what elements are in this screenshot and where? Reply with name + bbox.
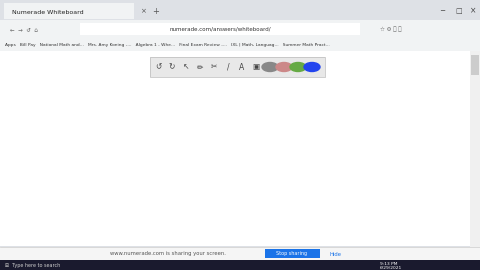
Text: ─: ─ [440,8,444,14]
Text: $2\!\left(10x+9y=-255\right)$: $2\!\left(10x+9y=-255\right)$ [190,66,336,86]
Text: ✂: ✂ [211,62,217,72]
Text: Stop sharing: Stop sharing [276,251,308,256]
Text: /: / [227,62,229,72]
Text: A: A [240,62,245,72]
Text: ✏: ✏ [197,62,203,72]
Text: ↻: ↻ [169,62,175,72]
Text: Apps   Bill Pay   National Math and...   Mrs. Amy Koning -...   Algebra 1 - Whe.: Apps Bill Pay National Math and... Mrs. … [5,43,330,47]
Text: ×: × [470,6,476,15]
Text: Numerade Whiteboard: Numerade Whiteboard [12,11,84,15]
Text: 6/29/2021: 6/29/2021 [380,266,402,270]
Text: $15\!\left(\dfrac{2}{3}x+\dfrac{3}{5}y\!=\!-17\right)$: $15\!\left(\dfrac{2}{3}x+\dfrac{3}{5}y\!… [5,63,146,95]
Text: ▣: ▣ [252,62,260,72]
Text: $6\!\left(\dfrac{1}{2}x-\dfrac{1}{3}y\!=\!-1\right)$: $6\!\left(\dfrac{1}{2}x-\dfrac{1}{3}y\!=… [8,100,130,132]
Text: numerade.com/answers/whiteboard/: numerade.com/answers/whiteboard/ [169,26,271,32]
Text: ↖: ↖ [183,62,189,72]
Text: $-9\!\left(3x-2y=-6\right)$: $-9\!\left(3x-2y=-6\right)$ [190,103,320,123]
Text: ×: × [140,8,146,14]
Text: +: + [152,6,159,15]
Text: 9:13 PM: 9:13 PM [380,262,397,266]
Text: $20x-$: $20x-$ [195,141,238,157]
Text: □: □ [455,8,462,14]
Text: ⊞  Type here to search: ⊞ Type here to search [5,262,60,268]
Text: Hide: Hide [330,251,342,256]
Text: ←  →  ↺  ⌂: ← → ↺ ⌂ [10,28,38,32]
Text: ☆ ⚙ 🔖 💾: ☆ ⚙ 🔖 💾 [380,26,401,32]
Text: www.numerade.com is sharing your screen.: www.numerade.com is sharing your screen. [110,251,226,256]
Text: ↺: ↺ [155,62,161,72]
